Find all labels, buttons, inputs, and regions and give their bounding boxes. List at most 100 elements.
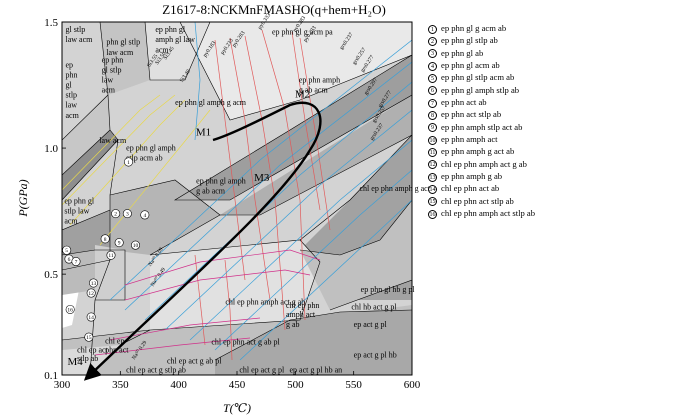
- legend: 1 ep phn gl g acm ab 2 ep phn gl stlp ab 3 ep…: [428, 22, 696, 220]
- legend-item: 15 chl ep phn act stlp ab: [428, 195, 696, 207]
- y-tick-label: 0.1: [44, 370, 58, 382]
- field-number-circle: [84, 332, 94, 342]
- x-axis: 300 350 400 450 500 550 600: [54, 371, 421, 391]
- field-number-circle: [89, 278, 99, 288]
- legend-number: 14: [428, 185, 437, 194]
- field-label: ep act g pl hb an: [290, 365, 343, 374]
- legend-number: 4: [428, 61, 437, 71]
- legend-item: 3 ep phn gl ab: [428, 47, 696, 59]
- field-label: stlp: [66, 91, 78, 100]
- legend-text: ep phn act stlp ab: [441, 109, 502, 120]
- field-label: law acm: [106, 48, 134, 57]
- field-number: 3: [126, 212, 129, 218]
- phase-boundaries: [62, 22, 412, 375]
- field-number: 16: [67, 307, 73, 313]
- field-label: law: [66, 101, 78, 110]
- field-label: chl hb act g pl: [351, 302, 397, 311]
- field-number-circle: [131, 240, 141, 250]
- point-label-m3: M3: [254, 172, 270, 184]
- field-label: chl ep phn amph g act: [360, 184, 431, 193]
- point-label-m2: M2: [295, 89, 310, 101]
- legend-text: chl ep phn amph act stlp ab: [441, 208, 536, 219]
- legend-number: 2: [428, 36, 437, 46]
- legend-item: 4 ep phn gl acm ab: [428, 59, 696, 71]
- legend-number: 12: [428, 160, 437, 170]
- field-number: 5: [65, 248, 68, 254]
- field-label: ep phn gl amph: [126, 144, 176, 153]
- legend-number: 15: [428, 197, 437, 207]
- legend-item: 6 ep phn gl amph stlp ab: [428, 84, 696, 96]
- point-label-m4: M4: [68, 356, 84, 368]
- x-tick-label: 300: [54, 379, 71, 391]
- field-number: 9: [118, 241, 121, 247]
- legend-number: 16: [428, 209, 437, 219]
- field-number: 12: [88, 291, 94, 297]
- field-number-circle: [86, 312, 96, 322]
- field-number: 13: [91, 281, 97, 287]
- legend-number: 1: [428, 24, 437, 34]
- legend-text: ep phn act ab: [441, 97, 487, 108]
- legend-item: 10 ep phn amph act: [428, 133, 696, 145]
- field-label: chl ep: [105, 336, 124, 345]
- page-title: Z1617-8:NCKMnFMASHO(q+hem+H₂O): [162, 2, 386, 17]
- legend-text: ep phn gl ab: [441, 47, 484, 58]
- phase-fields: [62, 22, 412, 375]
- field-number: 14: [88, 315, 94, 321]
- y-axis: 0.1 0.5 1.0 1.5: [44, 17, 66, 382]
- field-label: stlp law: [64, 207, 89, 216]
- legend-number: 11: [428, 147, 437, 157]
- legend-item: 5 ep phn gl stlp acm ab: [428, 71, 696, 83]
- field-label: amph gl law: [155, 35, 195, 44]
- x-tick-label: 600: [404, 379, 421, 391]
- field-number: 10: [133, 243, 139, 249]
- field-label: law acm: [99, 136, 127, 145]
- legend-number: 10: [428, 135, 437, 145]
- field-label: ep act g pl hb: [354, 350, 397, 359]
- field-label: chl ep phn: [286, 301, 319, 310]
- field-label: acm: [64, 217, 78, 226]
- legend-number: 5: [428, 73, 437, 83]
- legend-number: 9: [428, 123, 437, 133]
- field-number-circle: [106, 250, 116, 260]
- field-label: amph act: [286, 310, 316, 319]
- legend-number: 8: [428, 110, 437, 120]
- field-number-circle: [114, 238, 124, 248]
- legend-text: ep phn gl amph stlp ab: [441, 84, 520, 95]
- legend-text: ep phn gl stlp ab: [441, 35, 498, 46]
- field-label: g ab acm: [196, 186, 226, 195]
- field-label: ep: [66, 60, 74, 69]
- x-tick-label: 500: [287, 379, 304, 391]
- x-tick-label: 400: [170, 379, 187, 391]
- pt-path: [83, 101, 322, 381]
- field-number: 7: [75, 260, 78, 266]
- legend-item: 1 ep phn gl g acm ab: [428, 22, 696, 34]
- legend-number: 6: [428, 86, 437, 96]
- x-tick-label: 350: [112, 379, 129, 391]
- field-number: 11: [108, 253, 114, 259]
- legend-text: ep phn gl stlp acm ab: [441, 72, 515, 83]
- field-number: 15: [86, 335, 92, 341]
- field-label: ep act g pl: [354, 320, 388, 329]
- field-label: stlp ab: [77, 354, 98, 363]
- legend-text: chl ep phn act stlp ab: [441, 195, 514, 206]
- field-label: acm: [102, 86, 116, 95]
- field-label: ep phn gl g acm pa: [272, 28, 333, 37]
- legend-item: 11 ep phn amph g act ab: [428, 145, 696, 157]
- field-label: chl ep act g ab pl: [167, 357, 222, 366]
- field-label: chl ep phn amph act g ab: [225, 297, 305, 306]
- legend-item: 13 ep phn amph g ab: [428, 170, 696, 182]
- legend-item: 14 chl ep phn act ab: [428, 182, 696, 194]
- field-number-circle: [140, 210, 150, 220]
- field-number: 1: [127, 160, 130, 166]
- field-label: ep phn amph: [299, 76, 340, 85]
- field-number-circle: [62, 245, 72, 255]
- field-label: phn gl stlp: [106, 38, 140, 47]
- field-label: phn: [66, 70, 78, 79]
- field-label: gl stlp: [66, 25, 86, 34]
- x-tick-label: 450: [229, 379, 246, 391]
- legend-item: 7 ep phn act ab: [428, 96, 696, 108]
- field-label: ep phn gl amph g acm: [175, 98, 247, 107]
- field-number-circle: [111, 209, 121, 219]
- field-number: 6: [68, 257, 71, 263]
- legend-item: 12 chl ep phn amph act g ab: [428, 158, 696, 170]
